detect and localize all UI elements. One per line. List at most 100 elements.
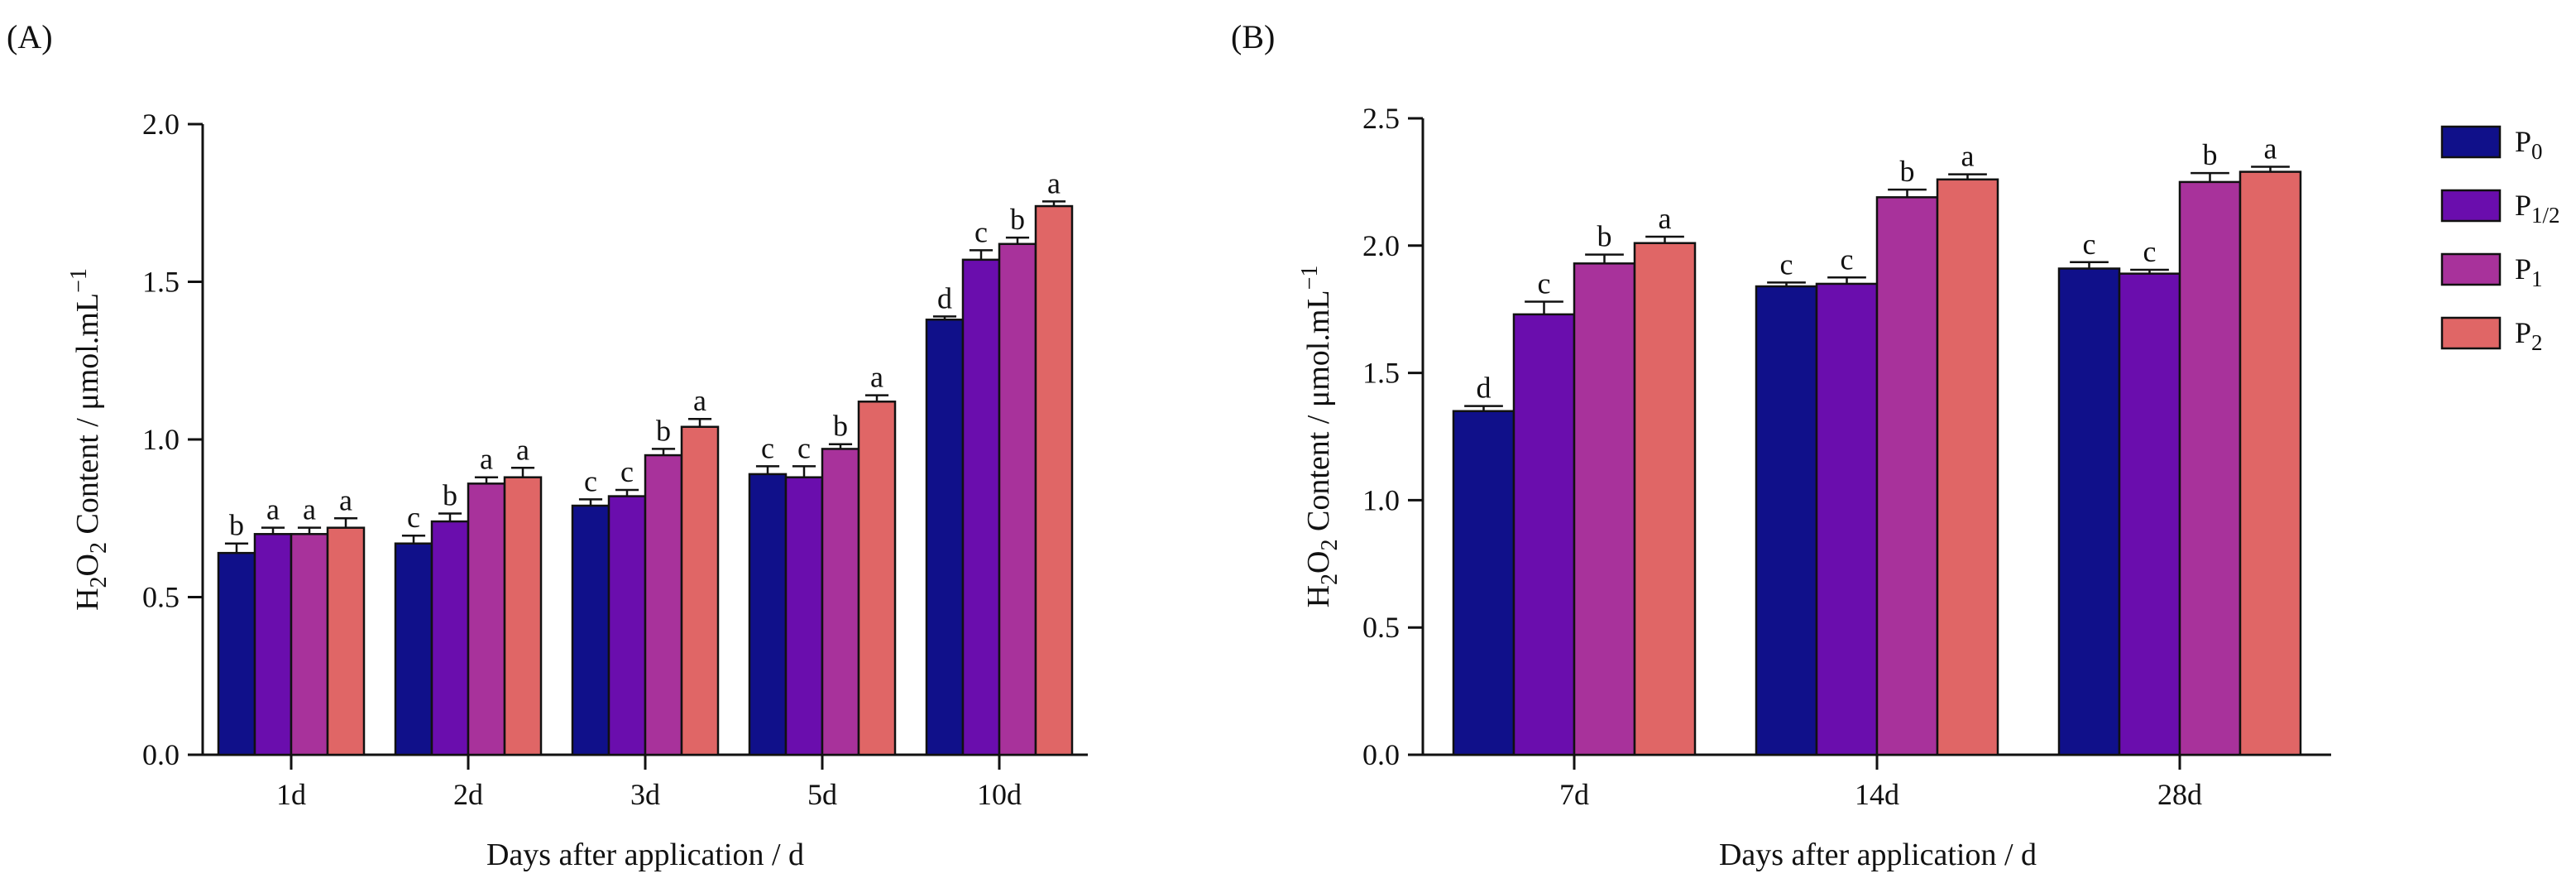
bar-P0-5d	[748, 473, 788, 756]
significance-letter: c	[761, 431, 774, 464]
x-tick-label: 5d	[807, 778, 837, 811]
legend-label-base: P	[2515, 189, 2531, 222]
bar-P1-7d	[1573, 262, 1636, 756]
bar-P2-5d	[857, 401, 897, 756]
y-tick-label: 1.0	[142, 423, 180, 456]
y-tick-label: 0.0	[1362, 738, 1400, 771]
legend-label-sub: 1/2	[2531, 203, 2560, 228]
y-tick-label: 1.0	[1362, 483, 1400, 516]
significance-letter: d	[937, 281, 952, 314]
significance-letter: a	[480, 443, 493, 476]
panel-a-x-axis-title: Days after application / d	[486, 838, 804, 872]
y-title-sup: −1	[66, 268, 92, 293]
bar-P1-2-5d	[784, 476, 824, 756]
significance-letter: a	[1961, 140, 1975, 173]
significance-letter: c	[797, 431, 811, 464]
bar-P2-14d	[1936, 178, 1999, 756]
bar-P2-3d	[680, 425, 720, 756]
legend-label: P0	[2515, 125, 2543, 164]
y-title-sub1: 2	[86, 576, 112, 588]
y-title-o: O	[1301, 551, 1336, 574]
significance-letter: a	[303, 493, 316, 526]
significance-letter: b	[833, 410, 848, 443]
bar-P1-2-28d	[2118, 272, 2181, 756]
bar-P0-7d	[1452, 410, 1515, 756]
bar-P1-2-7d	[1512, 313, 1576, 756]
legend-label-sub: 0	[2531, 139, 2543, 164]
y-title-sub2: 2	[86, 542, 112, 554]
bar-P0-3d	[571, 504, 610, 756]
significance-letter: c	[2083, 228, 2096, 261]
x-tick-label: 2d	[453, 778, 483, 811]
significance-letter: b	[443, 479, 457, 512]
x-tick-label: 14d	[1855, 778, 1899, 811]
significance-letter: b	[1010, 203, 1025, 236]
significance-letter: a	[1047, 166, 1061, 199]
significance-letter: c	[407, 501, 420, 534]
bar-P1-14d	[1875, 196, 1939, 756]
bar-P1-2-1d	[253, 533, 293, 756]
y-title-sub2: 2	[1317, 540, 1343, 551]
significance-letter: b	[2203, 138, 2218, 171]
x-tick-label: 1d	[276, 778, 306, 811]
legend-label: P1	[2515, 252, 2543, 291]
bar-P1-2-14d	[1815, 282, 1879, 756]
legend-swatch	[2440, 252, 2502, 286]
significance-letter: c	[584, 464, 597, 497]
panel-b-label: (B)	[1231, 18, 1275, 55]
panel-b-plot-area: 0.0 0.5 1.0 1.5 2.0 2.5 7d d c b a 14d c c b a 28d c c b a	[1362, 102, 2331, 811]
bar-P1-1d	[290, 533, 329, 756]
panel-a-y-axis-title: H2O2 Content / μmol.mL−1	[66, 268, 112, 611]
significance-letter: a	[339, 483, 352, 516]
y-title-h: H	[1301, 585, 1336, 607]
panel-b-y-axis-title: H2O2 Content / μmol.mL−1	[1297, 266, 1343, 608]
significance-letter: b	[229, 509, 244, 542]
significance-letter: c	[620, 455, 634, 488]
legend-swatch	[2440, 125, 2502, 159]
y-title-sup: −1	[1297, 266, 1323, 290]
significance-letter: c	[1538, 266, 1551, 300]
significance-letter: c	[1780, 247, 1793, 281]
y-tick-label: 0.5	[142, 581, 180, 614]
significance-letter: c	[2143, 235, 2157, 268]
bar-P1-28d	[2178, 180, 2242, 756]
bar-P2-2d	[503, 476, 543, 756]
significance-letter: a	[2264, 132, 2277, 165]
bar-P2-7d	[1633, 242, 1697, 756]
panel-a-label: (A)	[7, 18, 53, 55]
y-title-rest: Content / μmol.mL	[1301, 290, 1336, 539]
legend-label-base: P	[2515, 316, 2531, 349]
y-tick-label: 2.5	[1362, 102, 1400, 135]
bar-P0-14d	[1755, 285, 1818, 756]
significance-letter: b	[656, 414, 671, 447]
y-title-rest: Content / μmol.mL	[70, 293, 105, 542]
bar-P0-2d	[394, 542, 433, 756]
bar-P0-1d	[217, 551, 256, 756]
bar-P1-2-3d	[607, 495, 647, 756]
y-title-o: O	[70, 554, 105, 576]
x-tick-label: 7d	[1559, 778, 1589, 811]
y-tick-label: 1.5	[1362, 357, 1400, 390]
y-axis-title-text: H2O2 Content / μmol.mL−1	[66, 268, 112, 611]
panel-b-x-axis-title: Days after application / d	[1719, 838, 2037, 872]
significance-letter: a	[870, 361, 883, 394]
legend-label-sub: 1	[2531, 266, 2543, 291]
bar-P2-10d	[1034, 204, 1074, 756]
legend-swatch	[2440, 189, 2502, 223]
bar-P2-28d	[2238, 170, 2302, 756]
significance-letter: b	[1900, 155, 1915, 188]
x-tick-label: 10d	[977, 778, 1022, 811]
legend-label: P2	[2515, 316, 2543, 355]
significance-letter: a	[1659, 202, 1672, 235]
significance-letter: a	[516, 433, 529, 466]
panel-a: (A) H2O2 Content / μmol.mL−1 Days after …	[7, 18, 1088, 872]
y-title-h: H	[70, 588, 105, 610]
x-tick-label: 3d	[630, 778, 660, 811]
bar-P0-28d	[2057, 267, 2121, 756]
significance-letter: d	[1477, 372, 1491, 405]
legend-label-base: P	[2515, 252, 2531, 286]
x-tick-label: 28d	[2157, 778, 2202, 811]
